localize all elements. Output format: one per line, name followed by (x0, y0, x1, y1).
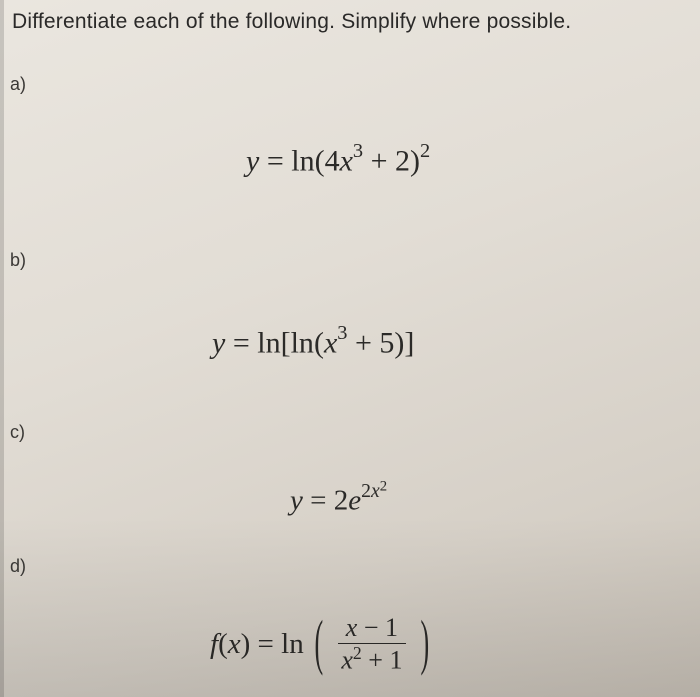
equals-sign: = (233, 326, 257, 359)
plus-sign: + (371, 144, 395, 177)
const-5: 5 (379, 326, 394, 359)
instruction-text: Differentiate each of the following. Sim… (12, 10, 571, 34)
part-label-d: d) (10, 556, 26, 577)
ln-outer: ln (257, 326, 280, 359)
lbracket: [ (281, 326, 291, 359)
fraction-denominator: x2 + 1 (333, 644, 410, 675)
rbracket: ] (404, 326, 414, 359)
fraction: x − 1 x2 + 1 (333, 614, 410, 675)
exp-3: 3 (337, 322, 347, 344)
part-label-a: a) (10, 74, 26, 95)
rparen: ) (410, 144, 420, 177)
exp-3: 3 (353, 140, 363, 162)
fraction-numerator: x − 1 (338, 614, 406, 644)
ln-inner: ln (291, 326, 314, 359)
equation-d: f(x) = ln ( x − 1 x2 + 1 ) (210, 614, 432, 675)
coef-2: 2 (334, 484, 349, 516)
lparen: ( (314, 326, 324, 359)
var-x: x (324, 326, 337, 359)
lparen: ( (315, 144, 325, 177)
equals-sign: = (310, 484, 334, 516)
eq-d-lhs: f(x) = ln (210, 628, 304, 661)
const-e: e (348, 484, 361, 516)
equation-a: y = ln(4x3 + 2)2 (246, 140, 430, 178)
page-left-edge (0, 0, 4, 697)
part-label-c: c) (10, 422, 25, 443)
eq-b-lhs: y (212, 326, 225, 359)
const-2: 2 (395, 144, 410, 177)
rparen: ) (394, 326, 404, 359)
equals-sign: = (267, 144, 291, 177)
exp-2x2: 2x2 (361, 480, 387, 502)
equation-b: y = ln[ln(x3 + 5)] (212, 322, 414, 360)
part-label-b: b) (10, 250, 26, 271)
big-lparen: ( (314, 610, 323, 679)
ln-function: ln (291, 144, 314, 177)
equation-c: y = 2e2x2 (290, 478, 387, 517)
worksheet-page: Differentiate each of the following. Sim… (0, 0, 700, 697)
eq-c-lhs: y (290, 484, 303, 516)
coef-4: 4 (325, 144, 340, 177)
var-x: x (340, 144, 353, 177)
plus-sign: + (355, 326, 379, 359)
big-rparen: ) (421, 610, 430, 679)
outer-exp-2: 2 (420, 140, 430, 162)
eq-a-lhs: y (246, 144, 259, 177)
